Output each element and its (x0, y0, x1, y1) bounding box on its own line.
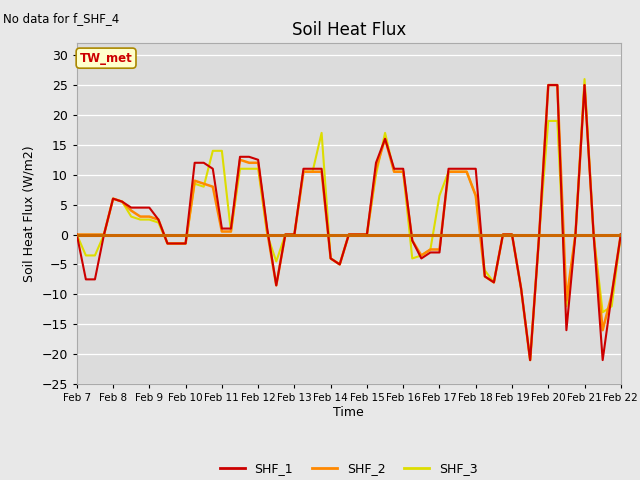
Title: Soil Heat Flux: Soil Heat Flux (292, 21, 406, 39)
SHF_2 (545, 82, 552, 88)
SHF_3 (200, 184, 207, 190)
SHF_1 (399, 166, 407, 172)
SHF_1 (563, 327, 570, 333)
Y-axis label: Soil Heat Flux (W/m2): Soil Heat Flux (W/m2) (23, 145, 36, 282)
Line: SHF_3: SHF_3 (77, 79, 621, 360)
SHF_1 (264, 226, 271, 231)
Line: SHF_2: SHF_2 (77, 85, 621, 360)
SHF_3 (182, 240, 189, 246)
SHF_1 (200, 160, 207, 166)
SHF_3 (264, 232, 271, 238)
SHF_1 (526, 357, 534, 363)
SHF_2 (363, 232, 371, 238)
SHF_2 (563, 298, 570, 303)
SHF_2 (617, 232, 625, 238)
SHF_3 (526, 357, 534, 363)
SHF_2 (200, 181, 207, 187)
SHF_1 (545, 82, 552, 88)
SHF_1 (617, 232, 625, 238)
SHF_1 (363, 232, 371, 238)
SHF_2 (182, 240, 189, 246)
SHF_2 (73, 232, 81, 238)
SHF_3 (580, 76, 588, 82)
Text: No data for f_SHF_4: No data for f_SHF_4 (3, 12, 120, 25)
SHF_3 (363, 232, 371, 238)
SHF_1 (73, 232, 81, 238)
SHF_2 (399, 169, 407, 175)
X-axis label: Time: Time (333, 406, 364, 419)
SHF_3 (617, 232, 625, 238)
SHF_2 (526, 357, 534, 363)
SHF_3 (73, 232, 81, 238)
Text: TW_met: TW_met (80, 52, 132, 65)
Line: SHF_1: SHF_1 (77, 85, 621, 360)
SHF_2 (264, 228, 271, 234)
SHF_3 (399, 169, 407, 175)
Legend: SHF_1, SHF_2, SHF_3: SHF_1, SHF_2, SHF_3 (214, 457, 483, 480)
SHF_3 (554, 118, 561, 124)
SHF_1 (182, 240, 189, 246)
